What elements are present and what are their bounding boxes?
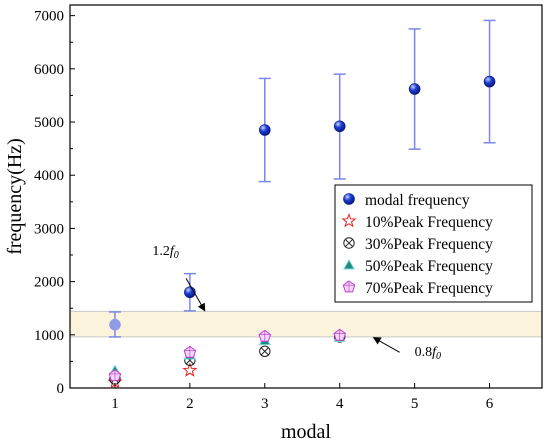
annotation-arrow [185,278,206,312]
point-series-2 [259,345,271,357]
y-tick-label: 3000 [34,221,64,237]
y-tick-label: 6000 [34,62,64,78]
legend: modal frequency 10%Peak Frequency 30%Peak … [334,184,533,303]
annotation-sub: 0 [174,250,179,261]
legend-label-0: modal frequency [365,192,470,209]
point-series-0 [333,120,346,133]
reference-band [70,311,542,337]
legend-marker-1 [341,213,357,228]
band-annotation-label: 0.8f0 [415,345,441,362]
annotation-var: f [432,345,438,360]
legend-label-4: 70%Peak Frequency [365,280,493,297]
annotation-sub: 0 [436,351,441,362]
x-axis-title: modal [281,421,331,443]
legend-marker-4 [342,280,356,293]
legend-box [334,184,533,303]
annotation-arrow [372,337,400,353]
x-tick-label: 6 [486,396,494,412]
point-series-4 [183,345,197,358]
legend-marker-2 [343,237,355,249]
y-tick-label: 4000 [34,168,64,184]
ticks-layer: 1 2 3 4 5 6 0 1000 2000 3000 4000 5000 6000 7000 [34,9,494,412]
x-tick-label: 1 [111,396,119,412]
point-series-2-cross [260,347,269,356]
marks-layer [107,75,496,389]
point-series-4 [258,329,272,342]
y-tick-label: 7000 [34,9,64,25]
legend-label-1: 10%Peak Frequency [365,214,493,231]
legend-label-3: 50%Peak Frequency [365,258,493,275]
legend-marker-2-ring [343,237,355,249]
annotation-var: f [170,244,176,259]
point-series-4 [333,328,347,341]
band-annotation-label: 1.2f0 [152,244,178,261]
y-tick-label: 2000 [34,275,64,291]
point-series-0 [109,318,121,331]
x-tick-label: 2 [186,396,194,412]
plot-frame [69,4,543,389]
band-layer [70,310,542,338]
x-tick-label: 4 [336,396,344,412]
annotation-base: 0.8 [415,345,433,360]
point-series-1 [182,362,198,377]
y-tick-label: 1000 [34,328,64,344]
point-series-4 [108,369,122,382]
y-tick-label: 0 [57,381,65,397]
x-tick-label: 3 [261,396,269,412]
point-series-0 [258,124,271,136]
point-series-0 [408,83,421,95]
point-series-2-ring [259,345,271,357]
point-series-0 [483,75,496,88]
legend-marker-3 [342,259,356,270]
legend-marker-0 [343,193,355,205]
y-axis-title: frequency(Hz) [4,138,26,255]
legend-marker-2-cross [344,238,354,248]
x-tick-label: 5 [411,396,419,412]
annotation-base: 1.2 [152,244,170,259]
legend-label-2: 30%Peak Frequency [365,236,493,253]
y-tick-label: 5000 [34,115,64,131]
